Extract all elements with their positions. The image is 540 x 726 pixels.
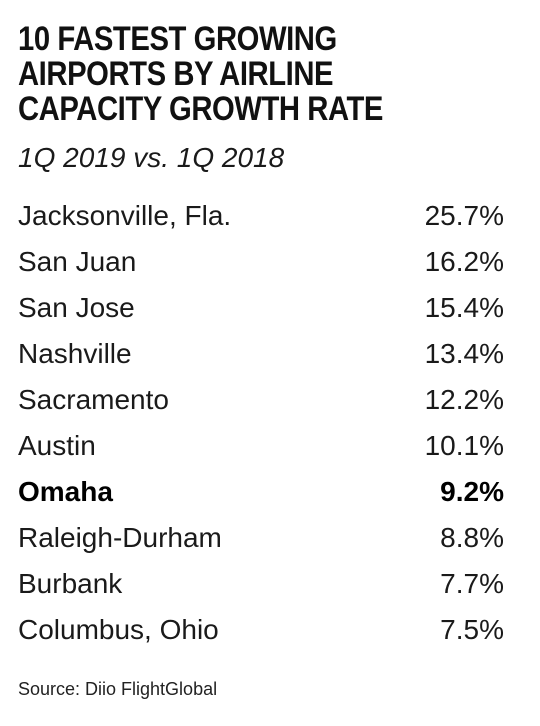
airport-name: Omaha	[18, 476, 113, 507]
airport-name: Raleigh-Durham	[18, 522, 222, 553]
growth-rate-value: 7.5%	[440, 614, 504, 645]
airport-name: Columbus, Ohio	[18, 614, 219, 645]
airport-growth-table: Jacksonville, Fla. 25.7% San Juan 16.2% San …	[18, 196, 504, 656]
table-row: Omaha 9.2%	[18, 472, 504, 518]
table-row: Nashville 13.4%	[18, 334, 504, 380]
source-note: Source: Diio FlightGlobal	[18, 679, 218, 699]
growth-rate-value: 13.4%	[424, 338, 504, 369]
table-row: Burbank 7.7%	[18, 564, 504, 610]
chart-subtitle: 1Q 2019 vs. 1Q 2018	[18, 142, 285, 173]
airport-name: Sacramento	[18, 384, 169, 415]
airport-name: Nashville	[18, 338, 132, 369]
airport-name: Jacksonville, Fla.	[18, 200, 232, 231]
growth-rate-value: 16.2%	[424, 246, 504, 277]
growth-rate-value: 9.2%	[440, 476, 504, 507]
table-row: Austin 10.1%	[18, 426, 504, 472]
table-row: Columbus, Ohio 7.5%	[18, 610, 504, 656]
table-row: Jacksonville, Fla. 25.7%	[18, 196, 504, 242]
growth-rate-value: 8.8%	[440, 522, 504, 553]
airport-name: Austin	[18, 430, 96, 461]
table-row: Raleigh-Durham 8.8%	[18, 518, 504, 564]
airport-name: San Juan	[18, 246, 137, 277]
growth-rate-value: 15.4%	[424, 292, 504, 323]
growth-rate-value: 10.1%	[424, 430, 504, 461]
airport-name: Burbank	[18, 568, 123, 599]
airport-name: San Jose	[18, 292, 135, 323]
growth-rate-value: 12.2%	[424, 384, 504, 415]
table-row: San Jose 15.4%	[18, 288, 504, 334]
chart-title: 10 FASTEST GROWING AIRPORTS BY AIRLINE C…	[18, 20, 384, 128]
table-row: San Juan 16.2%	[18, 242, 504, 288]
growth-rate-value: 7.7%	[440, 568, 504, 599]
growth-rate-value: 25.7%	[424, 200, 504, 231]
table-row: Sacramento 12.2%	[18, 380, 504, 426]
